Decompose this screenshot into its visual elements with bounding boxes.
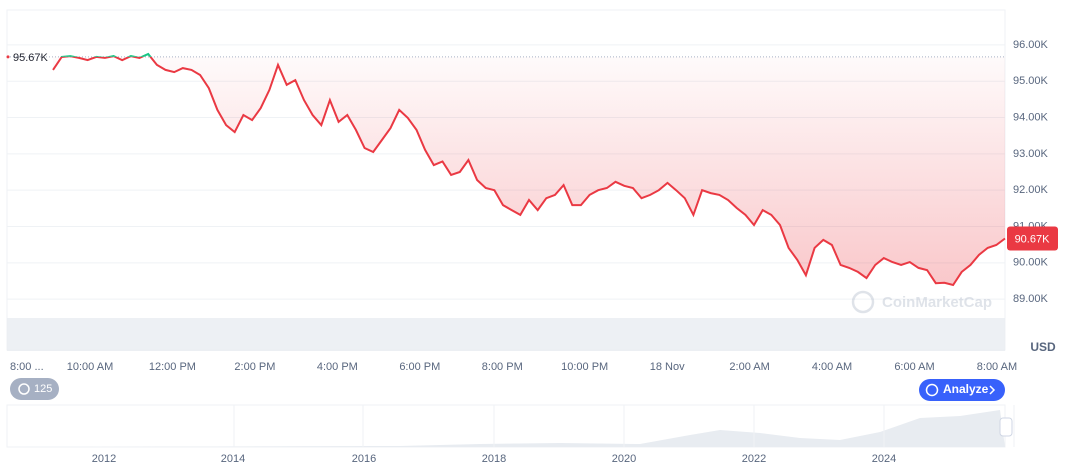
history-count: 125 (34, 383, 52, 395)
navigator-label: 2020 (612, 453, 636, 465)
x-tick-label: 6:00 PM (399, 361, 440, 373)
navigator (6, 404, 1013, 448)
analyze-button[interactable]: Analyze (919, 379, 1005, 401)
y-tick-label: 93.00K (1013, 148, 1049, 160)
y-tick-label: 89.00K (1013, 293, 1049, 305)
history-button[interactable]: 125 (10, 378, 59, 400)
last-price-badge (1007, 226, 1058, 251)
navigator-area (7, 410, 1005, 447)
y-tick-label: 92.00K (1013, 184, 1049, 196)
x-tick-label: 12:00 PM (149, 361, 196, 373)
x-tick-label: 8:00 PM (482, 361, 523, 373)
navigator-label: 2012 (92, 453, 116, 465)
x-tick-label: 6:00 AM (894, 361, 934, 373)
navigator-label: 2016 (352, 453, 376, 465)
watermark-text: CoinMarketCap (882, 294, 992, 311)
price-line-down (52, 56, 1006, 287)
navigator-label: 2014 (221, 453, 245, 465)
navigator-label: 2024 (872, 453, 896, 465)
y-tick-label: 94.00K (1013, 111, 1049, 123)
last-price-label: 90.67K (1015, 233, 1051, 245)
volume-band (7, 318, 1005, 351)
x-tick-label: 2:00 AM (729, 361, 769, 373)
analyze-text: Analyze (943, 382, 989, 396)
baseline-dot (6, 55, 10, 59)
navigator-label: 2022 (742, 453, 766, 465)
unit-label: USD (1030, 340, 1056, 354)
x-tick-label: 8:00 ... (10, 361, 44, 373)
x-tick-label: 2:00 PM (234, 361, 275, 373)
navigator-label: 2018 (482, 453, 506, 465)
x-tick-label: 4:00 AM (812, 361, 852, 373)
watermark: CoinMarketCap (851, 290, 992, 314)
x-tick-label: 8:00 AM (977, 361, 1017, 373)
baseline-label: 95.67K (13, 52, 49, 64)
x-tick-label: 18 Nov (650, 361, 685, 373)
y-tick-label: 96.00K (1013, 39, 1049, 51)
navigator-handle[interactable] (999, 417, 1013, 437)
x-tick-label: 4:00 PM (317, 361, 358, 373)
x-tick-label: 10:00 AM (67, 361, 113, 373)
area-fill (53, 56, 1005, 285)
y-tick-label: 95.00K (1013, 75, 1049, 87)
x-tick-label: 10:00 PM (561, 361, 608, 373)
y-tick-label: 90.00K (1013, 257, 1049, 269)
